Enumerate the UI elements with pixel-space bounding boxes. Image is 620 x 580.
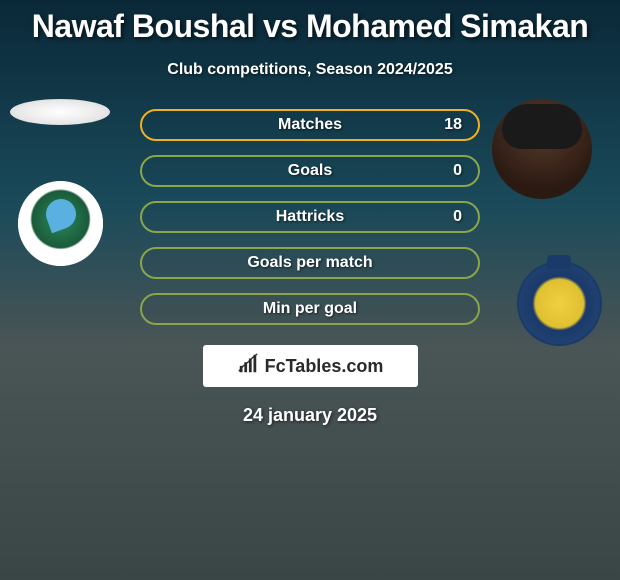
player-left-avatar <box>10 99 110 125</box>
stat-label: Goals per match <box>247 254 372 272</box>
stat-label: Hattricks <box>276 208 344 226</box>
stats-list: Matches 18 Goals 0 Hattricks 0 Goals per… <box>140 109 480 325</box>
stat-value-right: 18 <box>444 116 462 134</box>
branding-label: FcTables.com <box>265 356 384 377</box>
player-right-avatar <box>492 99 592 199</box>
stat-row-goals: Goals 0 <box>140 155 480 187</box>
club-right-logo <box>517 261 602 346</box>
stat-row-goals-per-match: Goals per match <box>140 247 480 279</box>
page-title: Nawaf Boushal vs Mohamed Simakan <box>0 0 620 45</box>
stat-label: Goals <box>288 162 332 180</box>
stat-label: Min per goal <box>263 300 357 318</box>
stat-row-hattricks: Hattricks 0 <box>140 201 480 233</box>
date-label: 24 january 2025 <box>0 405 620 426</box>
comparison-panel: Matches 18 Goals 0 Hattricks 0 Goals per… <box>0 109 620 426</box>
branding-badge: FcTables.com <box>203 345 418 387</box>
stat-value-right: 0 <box>453 162 462 180</box>
stat-row-min-per-goal: Min per goal <box>140 293 480 325</box>
stat-row-matches: Matches 18 <box>140 109 480 141</box>
stat-label: Matches <box>278 116 342 134</box>
subtitle: Club competitions, Season 2024/2025 <box>0 61 620 79</box>
chart-icon <box>237 353 259 380</box>
stat-value-right: 0 <box>453 208 462 226</box>
club-left-logo <box>18 181 103 266</box>
